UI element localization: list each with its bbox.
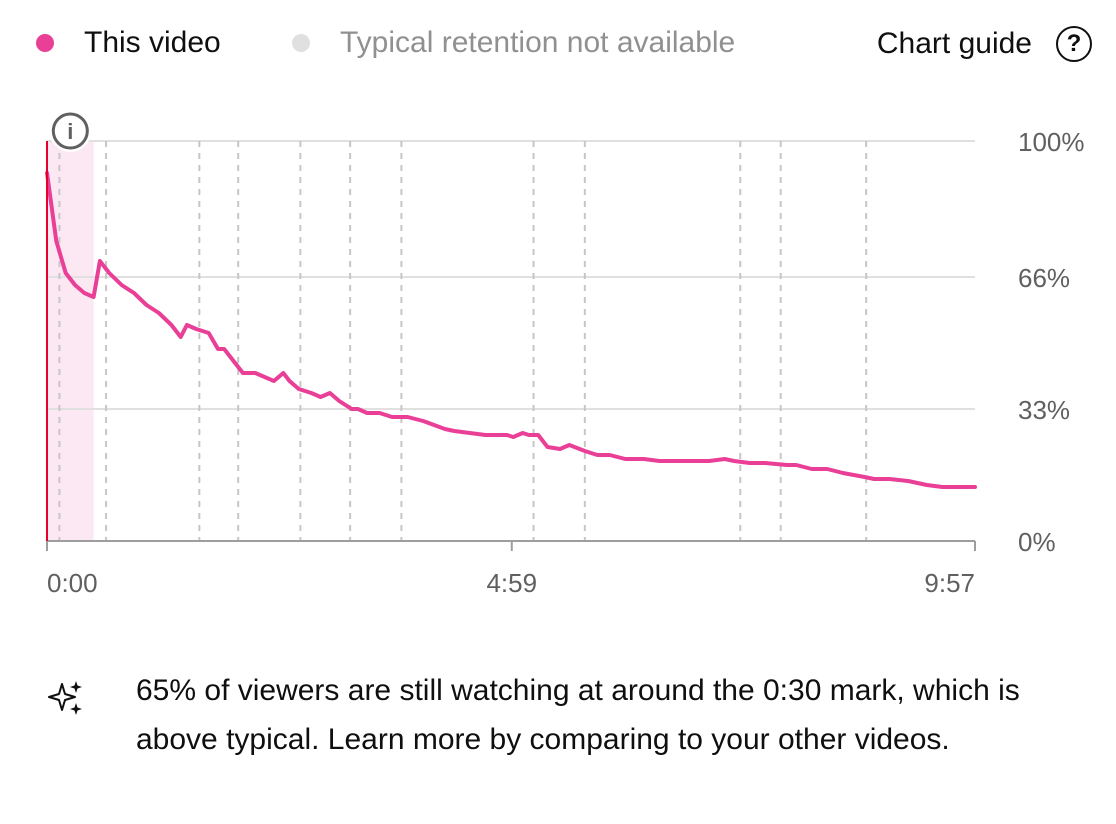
y-axis-label: 100% xyxy=(1018,127,1085,157)
series-line-this-video xyxy=(45,171,977,489)
sparkle-icon xyxy=(48,681,82,715)
help-icon[interactable]: ? xyxy=(1056,26,1092,62)
legend-label-typical: Typical retention not available xyxy=(340,26,736,59)
insight-panel: 65% of viewers are still watching at aro… xyxy=(0,662,1116,812)
legend-item-typical: Typical retention not available xyxy=(292,26,735,60)
chart-guide-button[interactable]: Chart guide ? xyxy=(877,26,1092,62)
chart-guide-label: Chart guide xyxy=(876,27,1032,60)
legend-label-this-video: This video xyxy=(84,26,221,59)
info-icon xyxy=(51,112,89,150)
info-icon-glyph: i xyxy=(67,119,73,144)
x-axis-label: 0:00 xyxy=(47,568,98,598)
y-axis-label: 33% xyxy=(1018,395,1070,425)
retention-chart[interactable]: i 0% 33% 66% 100% 0:00 4:59 9:57 xyxy=(0,100,1116,610)
x-axis-label: 9:57 xyxy=(924,568,975,598)
intro-highlight-band xyxy=(47,141,94,541)
legend-item-this-video: This video xyxy=(36,26,221,60)
legend-swatch-this-video xyxy=(36,34,54,52)
y-axis-label: 0% xyxy=(1018,527,1056,557)
x-axis-label: 4:59 xyxy=(486,568,537,598)
chart-legend: This video Typical retention not availab… xyxy=(0,0,1116,86)
insight-text: 65% of viewers are still watching at aro… xyxy=(136,674,1020,756)
info-icon-backdrop xyxy=(49,110,92,152)
legend-swatch-typical xyxy=(292,34,310,52)
y-axis-label: 66% xyxy=(1018,263,1070,293)
